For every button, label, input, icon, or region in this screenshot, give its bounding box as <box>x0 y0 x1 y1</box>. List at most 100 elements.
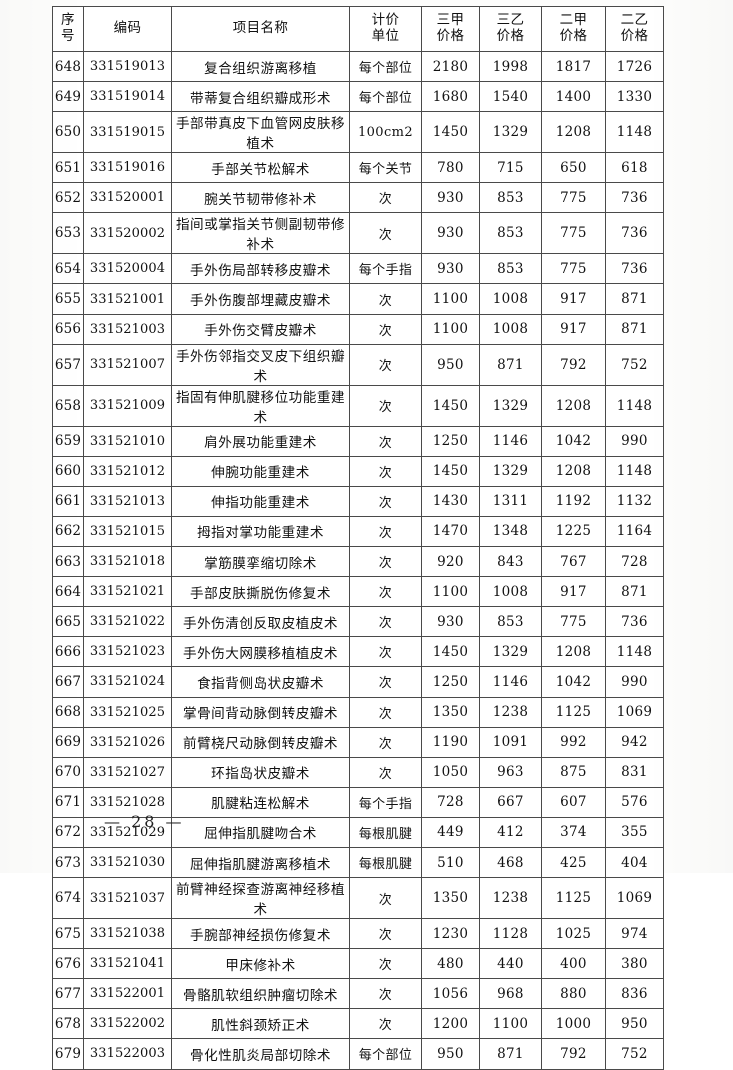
cell-name: 伸指功能重建术 <box>171 485 350 517</box>
cell-price-2b: 736 <box>605 253 664 285</box>
column-header-price-2a: 二甲 价格 <box>541 6 606 52</box>
cell-seq: 676 <box>52 948 84 980</box>
cell-price-3a: 1350 <box>421 877 480 920</box>
cell-price-2a: 1400 <box>541 81 606 113</box>
column-header-name: 项目名称 <box>171 6 350 52</box>
cell-price-3b: 1238 <box>479 877 542 920</box>
cell-price-2b: 1726 <box>605 50 664 83</box>
medical-price-table: 序 号 编码 项目名称 计价 单位 三甲 价格 <box>52 6 664 1070</box>
cell-unit: 次 <box>349 455 422 487</box>
table-row: 654 331520004 手外伤局部转移皮瓣术 每个手指 930 853 775 736 <box>52 253 664 285</box>
cell-price-3a: 2180 <box>421 50 480 83</box>
cell-price-2b: 990 <box>605 666 664 698</box>
cell-price-3a: 449 <box>421 816 480 848</box>
table-row: 657 331521007 手外伤邻指交叉皮下组织瓣术次 950 871 792 752 <box>52 343 664 386</box>
cell-price-3b: 1329 <box>479 636 542 668</box>
cell-seq: 664 <box>52 576 84 608</box>
table-row: 653 331520002 指间或掌指关节侧副韧带修补术次 930 853 775 736 <box>52 212 664 255</box>
cell-code: 331521028 <box>83 786 172 818</box>
cell-price-3a: 1100 <box>421 313 480 345</box>
cell-name: 骨骼肌软组织肿瘤切除术 <box>171 978 350 1010</box>
column-header-seq-line2: 号 <box>61 28 75 44</box>
cell-seq: 659 <box>52 425 84 457</box>
cell-price-3a: 1100 <box>421 576 480 608</box>
cell-seq: 671 <box>52 786 84 818</box>
table-row: 650 331519015 手部带真皮下血管网皮肤移植术 100cm2 1450 1329… <box>52 111 664 154</box>
cell-price-3b: 968 <box>479 978 542 1010</box>
cell-unit: 次 <box>349 283 422 315</box>
cell-code: 331519015 <box>83 111 172 154</box>
cell-price-3a: 1680 <box>421 81 480 113</box>
table-row: 668 331521025 掌骨间背动脉倒转皮瓣术次 1350 1238 1125 1069 <box>52 696 664 728</box>
cell-price-3b: 440 <box>479 948 542 980</box>
cell-unit: 次 <box>349 978 422 1010</box>
cell-price-2a: 1208 <box>541 636 606 668</box>
cell-price-2a: 650 <box>541 152 606 184</box>
cell-price-3a: 1450 <box>421 111 480 154</box>
table-row: 665 331521022 手外伤清创反取皮植皮术次 930 853 775 736 <box>52 606 664 638</box>
table-row: 677 331522001 骨骼肌软组织肿瘤切除术次 1056 968 880 836 <box>52 978 664 1010</box>
cell-unit: 次 <box>349 696 422 728</box>
cell-unit: 次 <box>349 313 422 345</box>
cell-seq: 678 <box>52 1008 84 1040</box>
cell-price-2a: 1225 <box>541 515 606 548</box>
cell-price-3a: 1200 <box>421 1008 480 1040</box>
cell-price-2a: 992 <box>541 726 606 758</box>
cell-price-2b: 355 <box>605 816 664 848</box>
table-row: 648 331519013 复合组织游离移植 每个部位 2180 1998 1817 1726 <box>52 50 664 83</box>
cell-name: 甲床修补术 <box>171 948 350 980</box>
cell-unit: 每根肌腱 <box>349 816 422 848</box>
column-header-price-2a-line1: 二甲 <box>559 12 588 29</box>
cell-price-2a: 917 <box>541 576 606 608</box>
cell-seq: 654 <box>52 253 84 285</box>
cell-price-2a: 1817 <box>541 50 606 83</box>
cell-price-3a: 1430 <box>421 485 480 517</box>
cell-price-3a: 1450 <box>421 384 480 427</box>
cell-price-2b: 1132 <box>605 485 664 517</box>
cell-price-2b: 1330 <box>605 81 664 113</box>
cell-name: 伸腕功能重建术 <box>171 455 350 487</box>
cell-name: 手外伤大网膜移植植皮术 <box>171 636 350 668</box>
cell-seq: 650 <box>52 111 84 154</box>
cell-code: 331519013 <box>83 50 172 83</box>
cell-price-3b: 1329 <box>479 455 542 487</box>
price-table-container: 序 号 编码 项目名称 计价 单位 三甲 价格 <box>52 6 664 1070</box>
column-header-price-3b-line2: 价格 <box>496 28 525 44</box>
cell-name: 手外伤清创反取皮植皮术 <box>171 606 350 638</box>
cell-seq: 662 <box>52 515 84 548</box>
cell-price-3b: 1311 <box>479 485 542 517</box>
column-header-price-3a-line1: 三甲 <box>436 12 465 29</box>
cell-unit: 次 <box>349 726 422 758</box>
cell-price-3b: 715 <box>479 152 542 184</box>
cell-price-3b: 667 <box>479 786 542 818</box>
column-header-code: 编码 <box>83 6 172 52</box>
cell-price-2b: 380 <box>605 948 664 980</box>
cell-seq: 679 <box>52 1038 84 1070</box>
cell-seq: 666 <box>52 636 84 668</box>
cell-price-2b: 404 <box>605 846 664 879</box>
table-row: 649 331519014 带蒂复合组织瓣成形术 每个部位 1680 1540 1400 13… <box>52 81 664 113</box>
cell-price-2a: 1125 <box>541 877 606 920</box>
cell-price-2a: 1042 <box>541 666 606 698</box>
table-row: 667 331521024 食指背侧岛状皮瓣术次 1250 1146 1042 990 <box>52 666 664 698</box>
cell-price-3b: 843 <box>479 546 542 578</box>
cell-code: 331521007 <box>83 343 172 386</box>
cell-price-2a: 775 <box>541 212 606 255</box>
cell-unit: 次 <box>349 666 422 698</box>
cell-name: 掌骨间背动脉倒转皮瓣术 <box>171 696 350 728</box>
cell-code: 331521041 <box>83 948 172 980</box>
cell-unit: 每个部位 <box>349 81 422 113</box>
cell-price-2b: 871 <box>605 576 664 608</box>
cell-name: 前臂桡尺动脉倒转皮瓣术 <box>171 726 350 758</box>
cell-unit: 每个关节 <box>349 152 422 184</box>
cell-code: 331521026 <box>83 726 172 758</box>
cell-price-2a: 792 <box>541 1038 606 1070</box>
table-body: 648 331519013 复合组织游离移植 每个部位 2180 1998 1817 1726… <box>52 50 664 1070</box>
cell-price-2a: 775 <box>541 253 606 285</box>
cell-price-2b: 576 <box>605 786 664 818</box>
cell-seq: 667 <box>52 666 84 698</box>
cell-price-2b: 736 <box>605 182 664 214</box>
cell-unit: 次 <box>349 182 422 214</box>
cell-price-3a: 510 <box>421 846 480 879</box>
cell-seq: 673 <box>52 846 84 879</box>
